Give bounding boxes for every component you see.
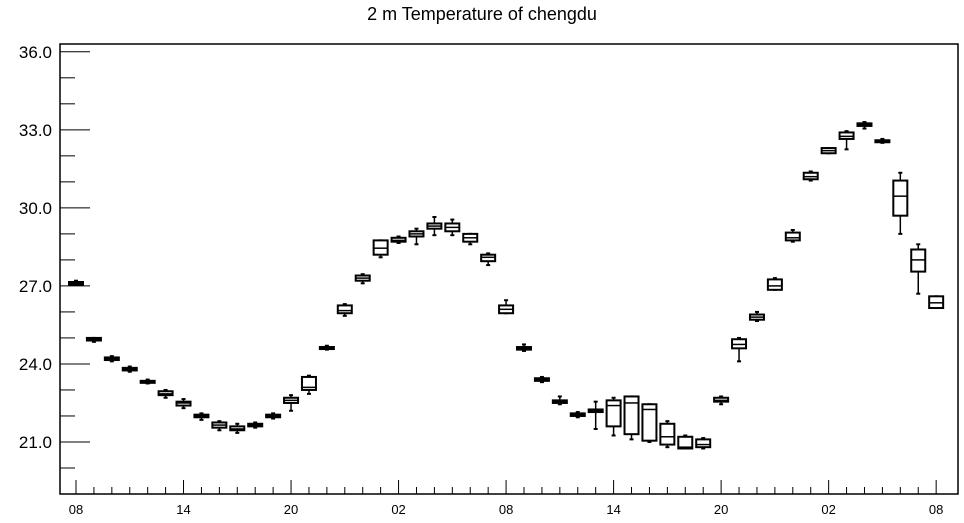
box-body <box>641 403 658 442</box>
box-4 <box>139 378 156 385</box>
box-body <box>677 435 694 450</box>
x-axis: 08 14 20 02 08 14 20 02 08 <box>69 480 943 517</box>
box-17 <box>372 239 389 259</box>
y-tick-label: 30.0 <box>19 199 52 218</box>
box-16 <box>354 273 371 285</box>
y-tick-label: 27.0 <box>19 277 52 296</box>
box-body <box>336 304 353 315</box>
x-tick-label: 02 <box>821 502 835 517</box>
box-13 <box>300 374 317 395</box>
x-tick-label: 20 <box>284 502 298 517</box>
box-1 <box>85 336 102 343</box>
box-2 <box>103 355 120 363</box>
box-27 <box>551 395 568 406</box>
box-40 <box>784 228 801 243</box>
y-tick-label: 21.0 <box>19 433 52 452</box>
box-10 <box>247 421 264 429</box>
x-tick-label: 08 <box>499 502 513 517</box>
y-tick-label: 33.0 <box>19 121 52 140</box>
box-7 <box>193 412 210 421</box>
box-30 <box>605 396 622 437</box>
box-3 <box>121 365 138 373</box>
box-22 <box>462 232 479 246</box>
boxes-layer <box>68 121 945 450</box>
box-20 <box>426 215 443 237</box>
y-axis: 21.0 24.0 27.0 30.0 33.0 36.0 <box>19 43 90 495</box>
box-31 <box>623 395 640 441</box>
box-38 <box>748 310 765 323</box>
x-tick-label: 08 <box>69 502 83 517</box>
box-35 <box>695 437 712 450</box>
x-tick-label: 02 <box>391 502 405 517</box>
x-tick-label: 20 <box>714 502 728 517</box>
box-5 <box>157 388 174 399</box>
box-32 <box>641 403 658 443</box>
box-44 <box>856 121 873 130</box>
box-6 <box>175 398 192 410</box>
box-body <box>695 438 712 449</box>
box-26 <box>533 375 550 384</box>
box-36 <box>713 395 730 406</box>
y-tick-label: 24.0 <box>19 355 52 374</box>
box-29 <box>587 400 604 430</box>
box-18 <box>390 235 407 244</box>
plot-frame <box>59 43 959 495</box>
x-tick-label: 14 <box>176 502 190 517</box>
box-23 <box>480 252 497 267</box>
box-14 <box>318 344 335 351</box>
box-15 <box>336 303 353 317</box>
box-47 <box>910 243 927 295</box>
box-46 <box>892 171 909 235</box>
box-28 <box>569 411 586 419</box>
box-body <box>892 179 909 217</box>
box-12 <box>283 394 300 412</box>
box-0 <box>68 279 84 286</box>
box-11 <box>265 412 282 420</box>
box-21 <box>444 218 461 237</box>
box-19 <box>408 227 425 246</box>
x-tick-label: 08 <box>929 502 943 517</box>
box-43 <box>838 130 855 151</box>
box-24 <box>498 299 515 315</box>
box-body <box>766 278 783 291</box>
box-45 <box>874 137 891 144</box>
box-body <box>659 422 676 446</box>
box-body <box>784 231 801 242</box>
box-37 <box>731 336 748 363</box>
box-9 <box>229 422 246 434</box>
box-33 <box>659 420 676 449</box>
box-body <box>623 395 640 436</box>
box-48 <box>928 295 945 310</box>
box-25 <box>516 343 532 352</box>
box-body <box>605 399 622 428</box>
chart-title: 2 m Temperature of chengdu <box>367 4 597 24</box>
box-42 <box>820 147 837 155</box>
y-tick-label: 36.0 <box>19 43 52 62</box>
box-8 <box>211 420 228 432</box>
box-41 <box>802 170 819 182</box>
box-34 <box>677 434 694 450</box>
x-tick-label: 14 <box>606 502 620 517</box>
box-39 <box>766 277 783 291</box>
